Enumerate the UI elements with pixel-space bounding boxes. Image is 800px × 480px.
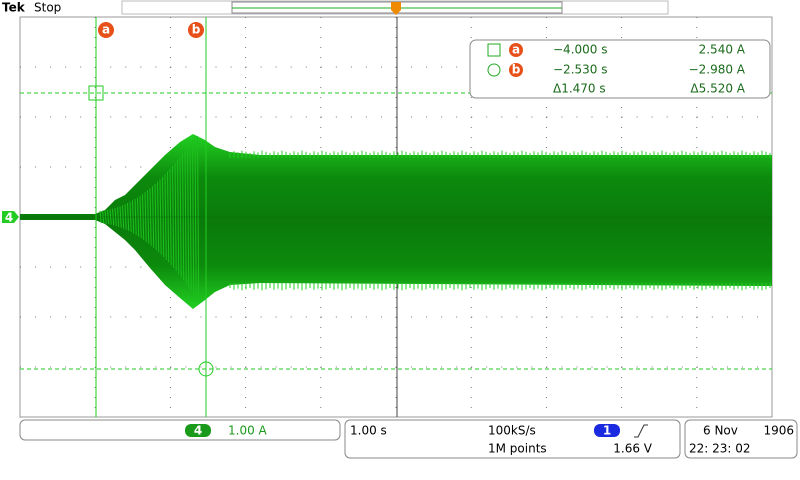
cursor-a-marker <box>88 85 104 101</box>
readout-b-value: −2.980 A <box>689 63 746 77</box>
sample-rate: 100kS/s <box>488 424 536 438</box>
readout-a-time: −4.000 s <box>553 43 607 57</box>
readout-a-icon <box>487 43 501 57</box>
cursor-a-label: a <box>102 23 110 37</box>
date: 6 Nov <box>703 424 738 438</box>
readout-a-value: 2.540 A <box>699 43 746 57</box>
channel-badge <box>185 424 211 437</box>
trigger-source-badge <box>594 424 620 437</box>
brand: Tek <box>2 1 26 15</box>
cursor-a-badge <box>98 22 114 38</box>
readout-a-label: a <box>512 43 520 57</box>
acquisition-status: Stop <box>34 1 61 15</box>
readout-delta-time: Δ1.470 s <box>553 82 606 96</box>
trigger-level: 1.66 V <box>613 442 653 456</box>
channel-box <box>19 419 341 441</box>
readout-delta-value: Δ5.520 A <box>690 82 745 96</box>
channel-marker-label: 4 <box>5 211 13 225</box>
readout-b-badge <box>509 63 523 77</box>
cursor-readout <box>469 39 771 99</box>
readout-b-icon <box>487 63 501 77</box>
readout-b-label: b <box>512 63 521 77</box>
readout-a-badge <box>509 43 523 57</box>
trigger-position <box>391 2 401 15</box>
timebase-scale: 1.00 s <box>350 424 387 438</box>
channel-marker <box>2 211 19 223</box>
cursor-b-marker <box>198 361 214 377</box>
channel-scale: 1.00 A <box>228 424 268 438</box>
datetime-box <box>684 419 798 459</box>
cursor-b-badge <box>188 22 204 38</box>
time: 22: 23: 02 <box>689 442 751 456</box>
readout-b-time: −2.530 s <box>553 63 607 77</box>
trigger-source: 1 <box>603 424 611 438</box>
channel-number: 4 <box>194 424 202 438</box>
waveform-envelope <box>20 134 772 309</box>
record-length: 1M points <box>488 442 547 456</box>
year: 1906 <box>763 424 794 438</box>
cursor-b-label: b <box>192 23 201 37</box>
trigger-slope <box>634 424 648 438</box>
